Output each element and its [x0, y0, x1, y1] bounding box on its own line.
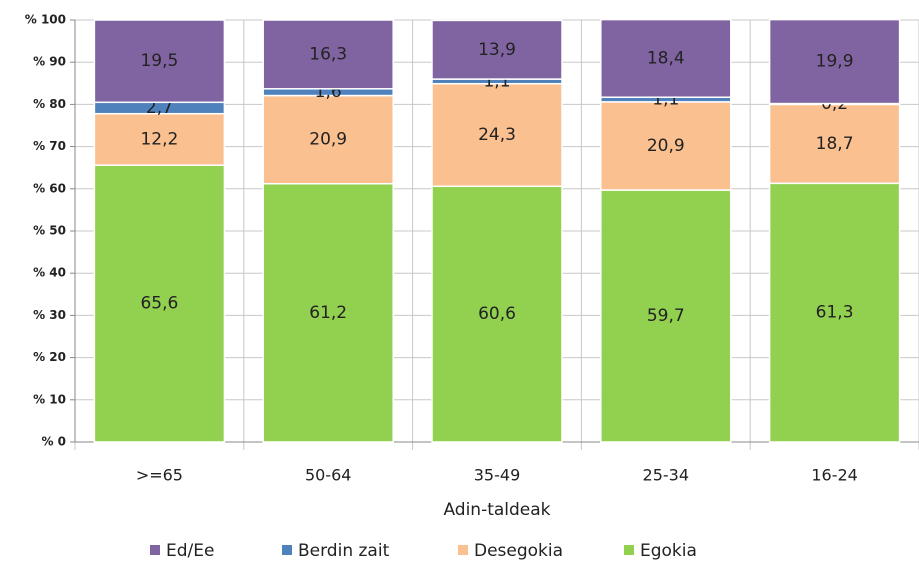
bar-segment: [600, 101, 732, 191]
y-tick-label: % 40: [33, 266, 66, 280]
bar-segment: [93, 112, 226, 166]
legend-swatch: [458, 545, 468, 555]
value-label: 18,7: [816, 134, 854, 154]
x-tick-label: 35-49: [474, 466, 521, 485]
x-tick-label: 16-24: [811, 466, 858, 485]
value-label: 19,5: [140, 51, 178, 71]
y-tick-label: % 100: [25, 13, 66, 27]
x-tick-label: >=65: [136, 466, 183, 485]
value-label: 20,9: [309, 130, 347, 150]
value-label: 61,2: [309, 303, 347, 323]
value-label: 13,9: [478, 40, 516, 60]
y-tick-label: % 10: [33, 392, 66, 406]
bar-segment: [768, 103, 901, 185]
legend-label: Egokia: [640, 541, 697, 561]
y-tick-label: % 80: [33, 97, 66, 111]
value-label: 20,9: [647, 136, 685, 156]
bar-segment: [431, 185, 563, 443]
y-tick-label: % 60: [33, 181, 66, 195]
y-tick-label: % 70: [33, 139, 66, 153]
legend-swatch: [624, 545, 634, 555]
bar-segment: [431, 82, 563, 188]
value-label: 16,3: [309, 44, 347, 64]
value-label: 61,3: [816, 303, 854, 323]
value-label: 12,2: [140, 129, 178, 149]
y-tick-label: % 50: [33, 224, 66, 238]
y-tick-label: % 0: [41, 435, 66, 449]
x-tick-label: 25-34: [643, 466, 690, 485]
value-label: 19,9: [816, 52, 854, 72]
legend-label: Desegokia: [474, 541, 563, 561]
bar-segment: [768, 18, 901, 105]
y-tick-label: % 20: [33, 350, 66, 364]
legend-swatch: [282, 545, 292, 555]
legend-label: Ed/Ee: [166, 541, 214, 561]
bar-segment: [93, 164, 226, 443]
legend-label: Berdin zait: [298, 541, 390, 561]
bar-segment: [600, 189, 732, 443]
bar-segment: [262, 182, 394, 443]
value-label: 59,7: [647, 306, 685, 326]
y-tick-label: % 90: [33, 55, 66, 69]
x-tick-label: 50-64: [305, 466, 352, 485]
value-label: 18,4: [647, 48, 685, 68]
bar-segment: [93, 19, 226, 104]
bar-segment: [768, 182, 901, 443]
bar-segment: [600, 18, 732, 98]
y-tick-label: % 30: [33, 308, 66, 322]
bar-segment: [262, 19, 394, 90]
value-label: 60,6: [478, 304, 516, 324]
bar-segment: [431, 19, 563, 80]
x-axis-title: Adin-taldeak: [443, 500, 550, 520]
bar-segment: [262, 94, 394, 185]
legend-swatch: [150, 545, 160, 555]
value-label: 24,3: [478, 125, 516, 145]
value-label: 65,6: [140, 294, 178, 314]
